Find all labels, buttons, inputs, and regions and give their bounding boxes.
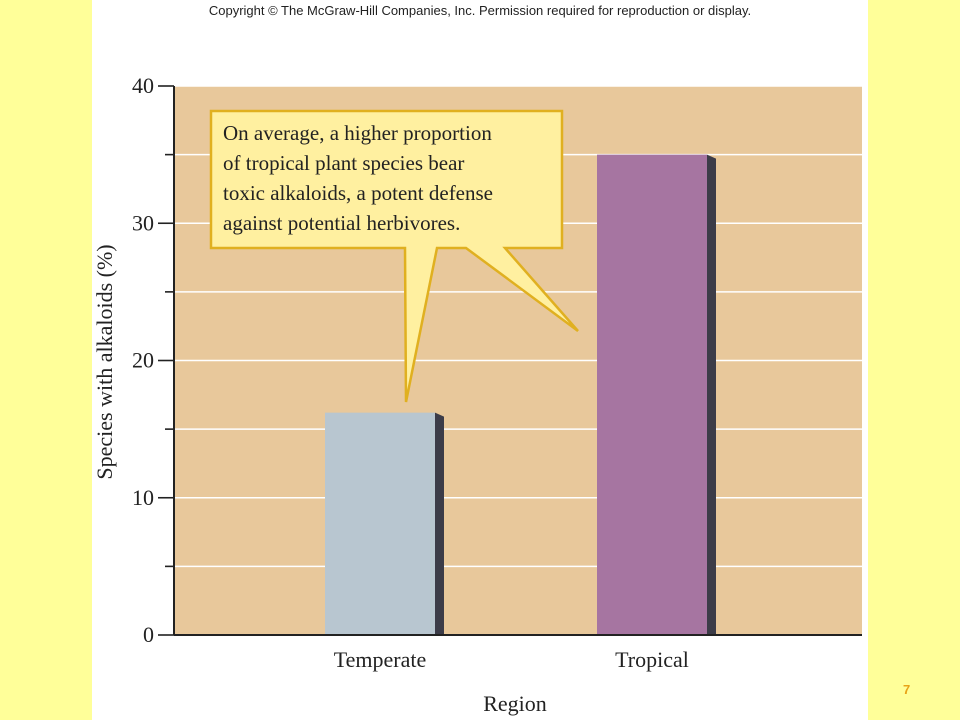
x-tick-label: Temperate	[334, 647, 427, 672]
callout-text-line: against potential herbivores.	[223, 211, 460, 235]
bar-face	[325, 412, 435, 635]
callout: On average, a higher proportion of tropic…	[209, 109, 579, 403]
callout-bubble	[209, 109, 579, 403]
y-tick-label: 40	[132, 73, 154, 98]
labels: 0 10 20 30 40 Temperate Tropical	[132, 73, 689, 672]
bars	[325, 154, 716, 635]
callout-text-line: On average, a higher proportion	[223, 121, 492, 145]
bar-temperate	[325, 412, 444, 635]
page-number: 7	[903, 682, 911, 697]
axes	[158, 85, 862, 636]
bar-tropical	[597, 154, 716, 635]
x-axis-title: Region	[483, 691, 547, 716]
bar-shadow	[435, 412, 444, 635]
callout-text-line: of tropical plant species bear	[223, 151, 464, 175]
y-tick-label: 30	[132, 210, 154, 235]
y-tick-label: 0	[143, 622, 154, 647]
y-tick-label: 20	[132, 348, 154, 373]
bar-face	[597, 154, 707, 635]
x-tick-label: Tropical	[615, 647, 689, 672]
callout-text-line: toxic alkaloids, a potent defense	[223, 181, 493, 205]
y-tick-label: 10	[132, 485, 154, 510]
y-axis-title: Species with alkaloids (%)	[92, 244, 117, 479]
bar-shadow	[707, 154, 716, 635]
copyright-notice: Copyright © The McGraw-Hill Companies, I…	[208, 3, 752, 18]
